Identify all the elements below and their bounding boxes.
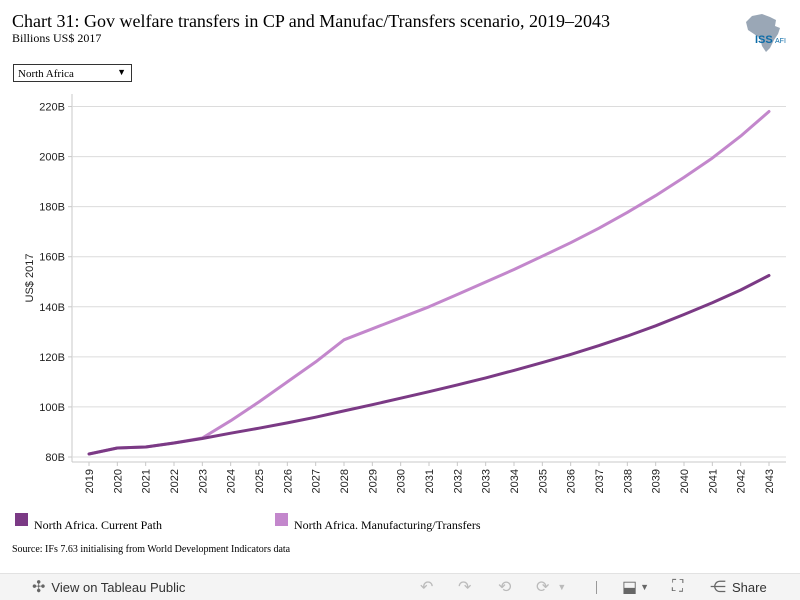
x-tick-label: 2025 — [254, 469, 266, 493]
region-dropdown[interactable]: North Africa ▼ — [13, 64, 132, 82]
x-tick-label: 2035 — [537, 469, 549, 493]
refresh-button[interactable]: ⟳ ▼ — [536, 574, 566, 600]
x-tick-label: 2036 — [566, 469, 578, 493]
x-tick-label: 2031 — [424, 469, 436, 493]
view-on-tableau-button[interactable]: ✣ View on Tableau Public — [32, 574, 185, 600]
share-icon: ⋲ — [710, 579, 726, 596]
x-tick-label: 2020 — [112, 469, 124, 493]
legend-label: North Africa. Manufacturing/Transfers — [294, 518, 481, 532]
x-tick-label: 2038 — [622, 469, 634, 493]
redo-button[interactable]: ↷ — [458, 574, 471, 600]
x-tick-label: 2033 — [481, 469, 493, 493]
undo-icon: ↶ — [420, 579, 434, 596]
x-tick-label: 2030 — [396, 469, 408, 493]
x-tick-label: 2037 — [594, 469, 606, 493]
chart-subtitle: Billions US$ 2017 — [12, 31, 102, 45]
x-tick-label: 2026 — [282, 469, 294, 493]
x-tick-label: 2029 — [367, 469, 379, 493]
x-tick-label: 2043 — [764, 469, 776, 493]
refresh-icon: ⟳ — [536, 579, 550, 596]
download-button[interactable]: ⬓ ▼ — [622, 574, 649, 600]
x-tick-label: 2040 — [679, 469, 691, 493]
y-tick-label: 220B — [39, 102, 65, 114]
x-tick-label: 2034 — [509, 469, 521, 493]
download-chevron-icon: ▼ — [640, 582, 650, 592]
legend-label: North Africa. Current Path — [34, 518, 162, 532]
dropdown-arrow-icon: ▼ — [117, 67, 126, 77]
x-tick-label: 2039 — [651, 469, 663, 493]
fullscreen-icon: ⛶ — [672, 578, 684, 595]
series-line-current-path — [87, 274, 771, 456]
download-icon: ⬓ — [622, 579, 638, 596]
chart-title: Chart 31: Gov welfare transfers in CP an… — [12, 11, 611, 31]
revert-icon: ⟲ — [498, 579, 512, 596]
fullscreen-button[interactable]: ⛶ — [672, 574, 683, 600]
x-tick-label: 2022 — [169, 469, 181, 493]
x-tick-label: 2019 — [84, 469, 96, 493]
x-tick-label: 2027 — [311, 469, 323, 493]
y-tick-label: 100B — [39, 402, 65, 414]
y-tick-label: 120B — [39, 352, 65, 364]
tableau-toolbar: ✣ View on Tableau Public ↶ ↷ ⟲ ⟳ ▼ ⬓ ▼ ⛶ ⋲… — [0, 573, 800, 600]
region-dropdown-value: North Africa — [18, 68, 74, 80]
africa-map-icon — [746, 14, 780, 52]
y-tick-label: 180B — [39, 202, 65, 214]
view-on-tableau-label: View on Tableau Public — [51, 579, 186, 595]
x-tick-label: 2021 — [141, 469, 153, 493]
line-chart: 80B 100B 120B 140B 160B 180B 200B 220B US$ 2017 2… — [24, 94, 786, 493]
revert-button[interactable]: ⟲ — [498, 574, 511, 600]
x-tick-label: 2028 — [339, 469, 351, 493]
x-tick-label: 2042 — [736, 469, 748, 493]
undo-button[interactable]: ↶ — [420, 574, 433, 600]
y-tick-label: 160B — [39, 252, 65, 264]
y-tick-label: 140B — [39, 302, 65, 314]
iss-logo: ISS AFI — [746, 14, 786, 52]
toolbar-divider — [596, 581, 597, 594]
share-label: Share — [732, 579, 767, 595]
legend-swatch — [275, 513, 288, 526]
redo-icon: ↷ — [458, 579, 472, 596]
x-tick-label: 2023 — [197, 469, 209, 493]
legend-swatch — [15, 513, 28, 526]
share-button[interactable]: ⋲ Share — [710, 574, 767, 600]
y-axis-title: US$ 2017 — [24, 254, 36, 303]
logo-suffix: AFI — [775, 38, 786, 45]
y-tick-label: 80B — [45, 452, 65, 464]
x-tick-label: 2041 — [707, 469, 719, 493]
logo-text: ISS — [755, 34, 773, 46]
y-tick-label: 200B — [39, 152, 65, 164]
x-tick-label: 2032 — [452, 469, 464, 493]
source-note: Source: IFs 7.63 initialising from World… — [12, 544, 291, 555]
x-tick-label: 2024 — [226, 469, 238, 493]
refresh-chevron-icon: ▼ — [557, 582, 567, 592]
series-line-manufacturing-transfers — [87, 110, 771, 456]
tableau-icon: ✣ — [32, 579, 46, 596]
